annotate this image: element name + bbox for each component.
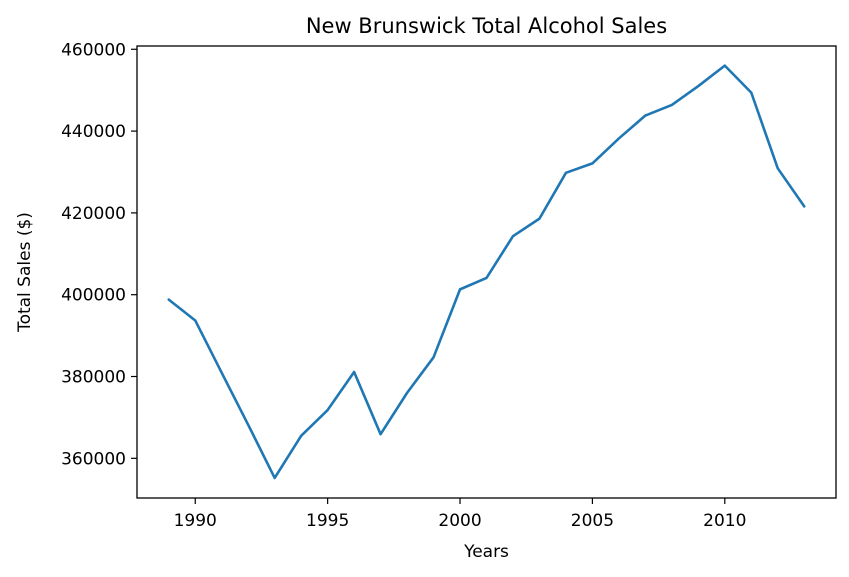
- chart-title: New Brunswick Total Alcohol Sales: [306, 14, 667, 38]
- y-tick-label: 420000: [61, 204, 126, 224]
- x-tick-label: 1990: [174, 511, 217, 531]
- x-tick-label: 2010: [703, 511, 746, 531]
- y-tick-label: 400000: [61, 286, 126, 306]
- plot-frame: [136, 45, 837, 499]
- y-tick-label: 380000: [61, 368, 126, 388]
- y-tick-label: 460000: [61, 40, 126, 60]
- plot-layer: [167, 64, 806, 480]
- x-tick-label: 1995: [306, 511, 349, 531]
- y-axis: 360000 380000 400000 420000 440000 460000: [61, 40, 137, 469]
- y-axis-title: Total Sales ($): [15, 212, 35, 333]
- x-axis: 1990 1995 2000 2005 2010: [174, 498, 746, 531]
- x-tick-label: 2005: [571, 511, 614, 531]
- x-tick-label: 2000: [438, 511, 481, 531]
- x-axis-title: Years: [463, 542, 509, 562]
- y-tick-label: 440000: [61, 122, 126, 142]
- y-tick-label: 360000: [61, 449, 126, 469]
- series-line-1: [167, 64, 806, 480]
